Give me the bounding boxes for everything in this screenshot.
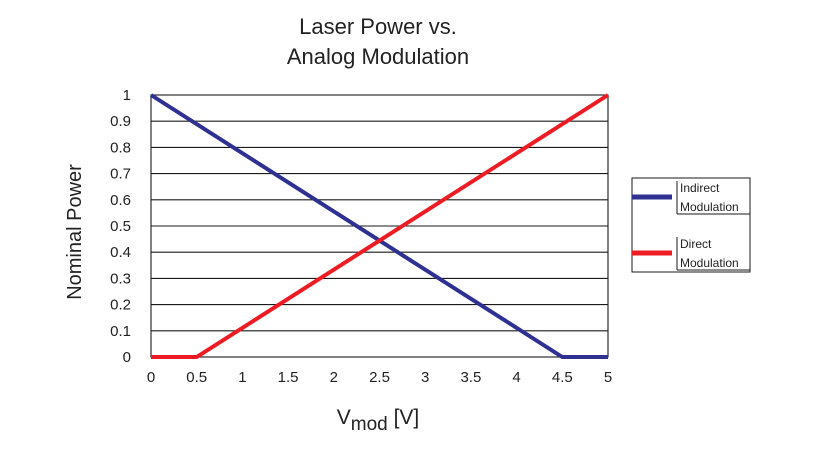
x-tick-label: 1.5 xyxy=(278,369,299,386)
legend-area xyxy=(631,177,751,273)
series-line-indirect-modulation xyxy=(149,93,608,359)
grid-layer xyxy=(151,94,608,358)
plot-frame xyxy=(150,94,609,358)
series-layer xyxy=(149,93,610,359)
y-tick-label: 0.3 xyxy=(110,270,131,287)
x-tick-label: 2 xyxy=(330,369,338,386)
y-axis-label: Nominal Power xyxy=(64,164,86,300)
chart-title: Laser Power vs. Analog Modulation xyxy=(287,14,469,69)
y-tick-label: 0.9 xyxy=(110,113,131,130)
chart-title-line-2: Analog Modulation xyxy=(287,44,469,69)
x-tick-label: 0.5 xyxy=(186,369,207,386)
legend-label: Modulation xyxy=(680,256,739,270)
x-tick-labels: 0 0.5 1 1.5 2 2.5 3 3.5 4 4.5 5 xyxy=(147,369,612,386)
x-tick-label: 1 xyxy=(238,369,246,386)
legend-entry: Indirect Modulation xyxy=(632,181,750,215)
x-tick-label: 4.5 xyxy=(552,369,573,386)
x-tick-label: 5 xyxy=(604,369,612,386)
y-tick-label: 0.8 xyxy=(110,139,131,156)
x-axis-label-unit: [V] xyxy=(388,406,420,429)
x-tick-label: 3 xyxy=(421,369,429,386)
legend-label: Indirect xyxy=(680,181,720,195)
x-tick-label: 0 xyxy=(147,369,155,386)
series-line-direct-modulation xyxy=(151,93,610,359)
legend: Indirect Modulation Direct Modulation xyxy=(631,177,751,273)
x-tick-label: 2.5 xyxy=(369,369,390,386)
x-tick-label: 3.5 xyxy=(460,369,481,386)
y-tick-label: 1 xyxy=(123,87,131,104)
chart-title-line-1: Laser Power vs. xyxy=(299,14,457,39)
y-tick-label: 0.1 xyxy=(110,323,131,340)
legend-entry: Direct Modulation xyxy=(632,237,750,271)
y-tick-label: 0.6 xyxy=(110,192,131,209)
y-tick-label: 0 xyxy=(123,349,131,366)
y-tick-labels: 0 0.1 0.2 0.3 0.4 0.5 0.6 0.7 0.8 0.9 1 xyxy=(110,87,131,366)
y-tick-label: 0.7 xyxy=(110,166,131,183)
legend-label: Direct xyxy=(680,237,712,251)
y-tick-label: 0.5 xyxy=(110,218,131,235)
legend-label: Modulation xyxy=(680,200,739,214)
x-axis-label-subscript: mod xyxy=(351,414,388,435)
y-tick-label: 0.2 xyxy=(110,297,131,314)
x-axis-label: Vmod [V] xyxy=(337,406,420,435)
x-tick-label: 4 xyxy=(512,369,520,386)
y-tick-label: 0.4 xyxy=(110,244,131,261)
x-axis-label-main: V xyxy=(337,406,351,429)
